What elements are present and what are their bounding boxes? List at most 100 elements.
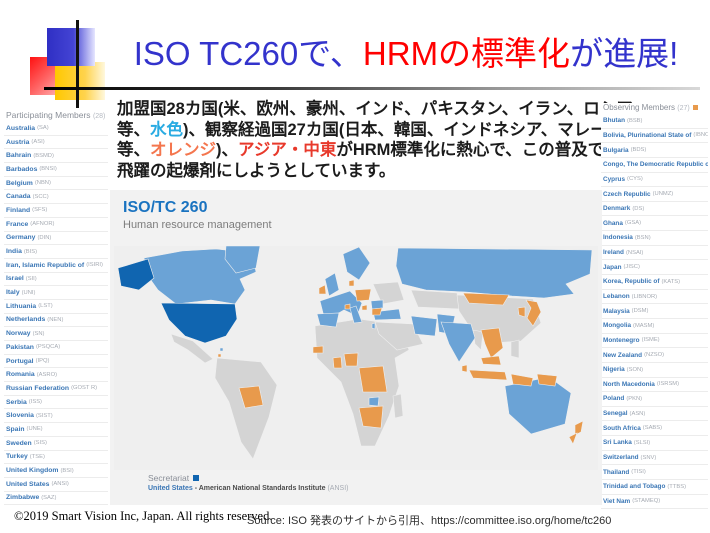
member-link[interactable]: Czech Republic [603, 190, 651, 198]
member-link[interactable]: Zimbabwe [6, 494, 40, 502]
member-link[interactable]: Australia [6, 124, 36, 132]
member-code: (MASM) [633, 322, 655, 329]
member-link[interactable]: Ireland [603, 249, 624, 257]
member-row: Senegal (ASN) [601, 407, 708, 422]
member-code: (DIN) [37, 234, 52, 241]
member-code: (BSN) [634, 234, 651, 241]
member-link[interactable]: Norway [6, 330, 31, 338]
member-link[interactable]: Sweden [6, 439, 32, 447]
member-row: Netherlands (NEN) [4, 314, 108, 328]
member-link[interactable]: Belgium [6, 179, 33, 187]
member-link[interactable]: North Macedonia [603, 380, 655, 388]
member-link[interactable]: Nigeria [603, 366, 625, 374]
member-link[interactable]: New Zealand [603, 351, 643, 359]
secretariat-country-link[interactable]: United States [148, 485, 193, 492]
member-link[interactable]: Bulgaria [603, 146, 629, 154]
map-region-sri-lanka [461, 364, 468, 373]
member-link[interactable]: Bhutan [603, 117, 626, 125]
member-code: (DSM) [631, 308, 649, 315]
map-region-korea [517, 306, 526, 318]
para-word-lightblue: 水色 [150, 120, 183, 139]
member-code: (GOST R) [71, 385, 98, 392]
world-map [114, 246, 598, 470]
member-link[interactable]: Russian Federation [6, 384, 70, 392]
member-link[interactable]: Bahrain [6, 152, 32, 160]
member-link[interactable]: Israel [6, 275, 24, 283]
map-region-iran [410, 315, 438, 337]
map-region-nigeria [343, 352, 359, 367]
member-link[interactable]: Sri Lanka [603, 439, 632, 447]
member-code: (IPQ) [35, 358, 50, 365]
map-region-japan [525, 299, 542, 327]
member-link[interactable]: Indonesia [603, 234, 633, 242]
member-link[interactable]: South Africa [603, 424, 641, 432]
member-row: Denmark (DS) [601, 202, 708, 217]
member-code: (BSMD) [33, 152, 54, 159]
member-link[interactable]: Turkey [6, 453, 28, 461]
member-row: Bhutan (BSB) [601, 114, 708, 129]
member-row: Sweden (SIS) [4, 437, 108, 451]
member-link[interactable]: Poland [603, 395, 625, 403]
member-link[interactable]: Spain [6, 425, 25, 433]
member-link[interactable]: Slovenia [6, 412, 34, 420]
member-link[interactable]: Netherlands [6, 316, 46, 324]
member-code: (ASN) [629, 410, 646, 417]
member-link[interactable]: Thailand [603, 468, 630, 476]
map-region-greenland [224, 246, 261, 274]
member-code: (AFNOR) [30, 221, 55, 228]
member-link[interactable]: France [6, 220, 29, 228]
map-region-switzerland [344, 303, 351, 310]
page-title: ISO TC260で、HRMの標準化が進展! [110, 27, 702, 75]
observing-members-title: Observing Members [603, 103, 676, 112]
member-link[interactable]: United Kingdom [6, 467, 59, 475]
member-code: (SIS) [33, 440, 47, 447]
member-row: Thailand (TISI) [601, 465, 708, 481]
member-row: Nigeria (SON) [601, 363, 708, 378]
para-word-orange: オレンジ [150, 141, 216, 159]
member-link[interactable]: Korea, Republic of [603, 278, 660, 286]
member-link[interactable]: Ghana [603, 219, 623, 227]
member-link[interactable]: Lithuania [6, 302, 37, 310]
member-code: (KATS) [661, 278, 681, 285]
participating-members-title: Participating Members [6, 110, 91, 120]
member-link[interactable]: Senegal [603, 410, 628, 418]
member-row: Bahrain (BSMD) [4, 149, 108, 164]
member-link[interactable]: Montenegro [603, 336, 640, 344]
member-link[interactable]: Austria [6, 138, 30, 146]
map-region-india [440, 321, 476, 363]
member-row: Slovenia (SIST) [4, 409, 108, 424]
member-link[interactable]: United States [6, 480, 50, 488]
map-region-malaysia [480, 355, 502, 366]
member-code: (NEN) [47, 316, 64, 323]
member-link[interactable]: Barbados [6, 165, 38, 173]
description-paragraph: 加盟国28カ国(米、欧州、豪州、インド、パキスタン、イラン、ロシア等、水色)、観… [117, 99, 657, 181]
map-region-madagascar [392, 393, 404, 419]
member-link[interactable]: Cyprus [603, 175, 626, 183]
member-link[interactable]: Congo, The Democratic Republic of the [603, 161, 708, 169]
member-link[interactable]: Italy [6, 289, 20, 297]
member-link[interactable]: Denmark [603, 205, 631, 213]
member-row: Trinidad and Tobago (TTBS) [601, 480, 708, 495]
member-link[interactable]: Germany [6, 234, 36, 242]
member-row: Indonesia (BSN) [601, 231, 708, 246]
member-link[interactable]: Malaysia [603, 307, 630, 315]
member-link[interactable]: Switzerland [603, 454, 639, 462]
member-link[interactable]: Iran, Islamic Republic of [6, 261, 85, 269]
member-link[interactable]: Bolivia, Plurinational State of [603, 131, 692, 139]
member-link[interactable]: Serbia [6, 398, 27, 406]
member-link[interactable]: India [6, 248, 22, 256]
map-regions [117, 246, 593, 460]
member-link[interactable]: Japan [603, 263, 622, 271]
member-row: Austria (ASI) [4, 136, 108, 150]
member-link[interactable]: Pakistan [6, 343, 34, 351]
member-link[interactable]: Lebanon [603, 293, 630, 300]
member-link[interactable]: Finland [6, 206, 31, 214]
member-link[interactable]: Romania [6, 371, 35, 379]
member-link[interactable]: Mongolia [603, 322, 632, 330]
member-link[interactable]: Portugal [6, 357, 34, 365]
member-link[interactable]: Viet Nam [603, 497, 631, 505]
participating-members-count: (28) [92, 113, 106, 120]
member-code: (PKN) [626, 395, 643, 402]
member-link[interactable]: Canada [6, 193, 31, 201]
member-link[interactable]: Trinidad and Tobago [603, 483, 666, 491]
